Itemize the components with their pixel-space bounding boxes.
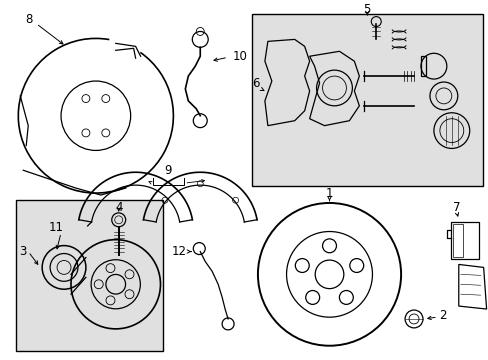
Bar — [420, 56, 425, 76]
Bar — [450, 222, 478, 260]
Bar — [452, 224, 462, 257]
Text: 11: 11 — [48, 221, 63, 234]
Text: 1: 1 — [325, 186, 333, 199]
Text: 2: 2 — [438, 310, 446, 323]
Text: 4: 4 — [115, 202, 122, 215]
Bar — [251, 14, 482, 186]
Text: 6: 6 — [252, 77, 259, 90]
Text: 10: 10 — [232, 50, 247, 63]
Text: 8: 8 — [25, 13, 33, 26]
Text: 3: 3 — [20, 245, 27, 258]
Text: 7: 7 — [452, 202, 460, 215]
Bar — [16, 200, 163, 351]
Text: 12: 12 — [171, 245, 186, 258]
Text: 9: 9 — [164, 164, 172, 177]
Text: 5: 5 — [363, 3, 370, 16]
